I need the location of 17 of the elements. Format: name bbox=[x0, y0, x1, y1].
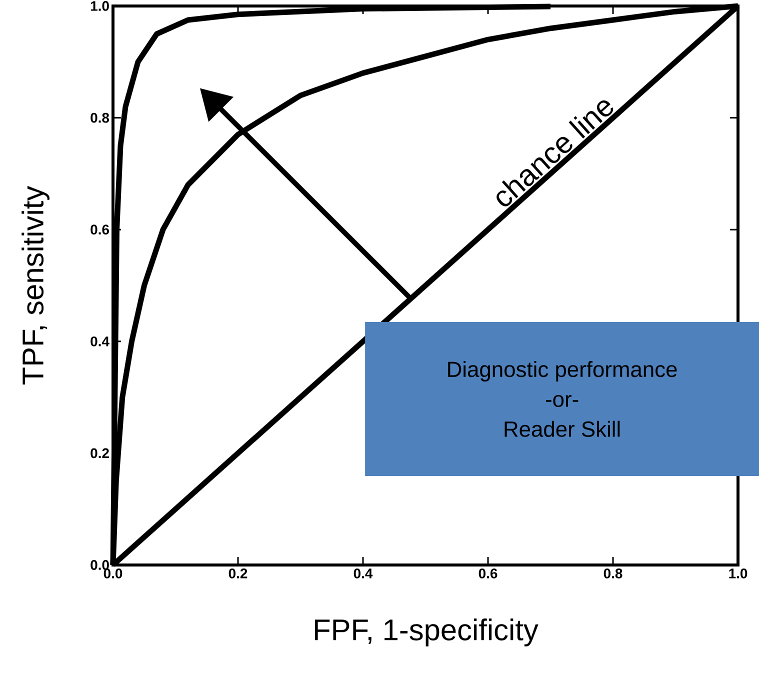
x-tick-label: 0.8 bbox=[604, 568, 622, 578]
x-tick-label: 0.2 bbox=[228, 568, 248, 578]
x-tick-label: 0.6 bbox=[478, 568, 498, 578]
annotation: Diagnostic performance bbox=[448, 361, 677, 382]
y-tick-label: 0.8 bbox=[90, 112, 110, 123]
annotation: Reader Skill bbox=[504, 420, 620, 437]
annotation: -or- bbox=[546, 395, 578, 408]
y-tick-label: 0.6 bbox=[90, 224, 109, 235]
y-tick-label: 0.0 bbox=[90, 560, 109, 570]
x-axis-title: FPF, 1-specificity bbox=[315, 618, 538, 646]
y-tick-label: 0.2 bbox=[90, 448, 109, 458]
y-axis-title: TPF, sensitivity bbox=[22, 186, 50, 384]
y-tick-label: 1.0 bbox=[90, 1, 109, 11]
y-tick-label: 0.4 bbox=[90, 336, 110, 346]
x-tick-label: 1.0 bbox=[729, 568, 748, 578]
x-tick-label: 0.0 bbox=[104, 568, 122, 578]
x-tick-label: 0.4 bbox=[354, 568, 373, 578]
